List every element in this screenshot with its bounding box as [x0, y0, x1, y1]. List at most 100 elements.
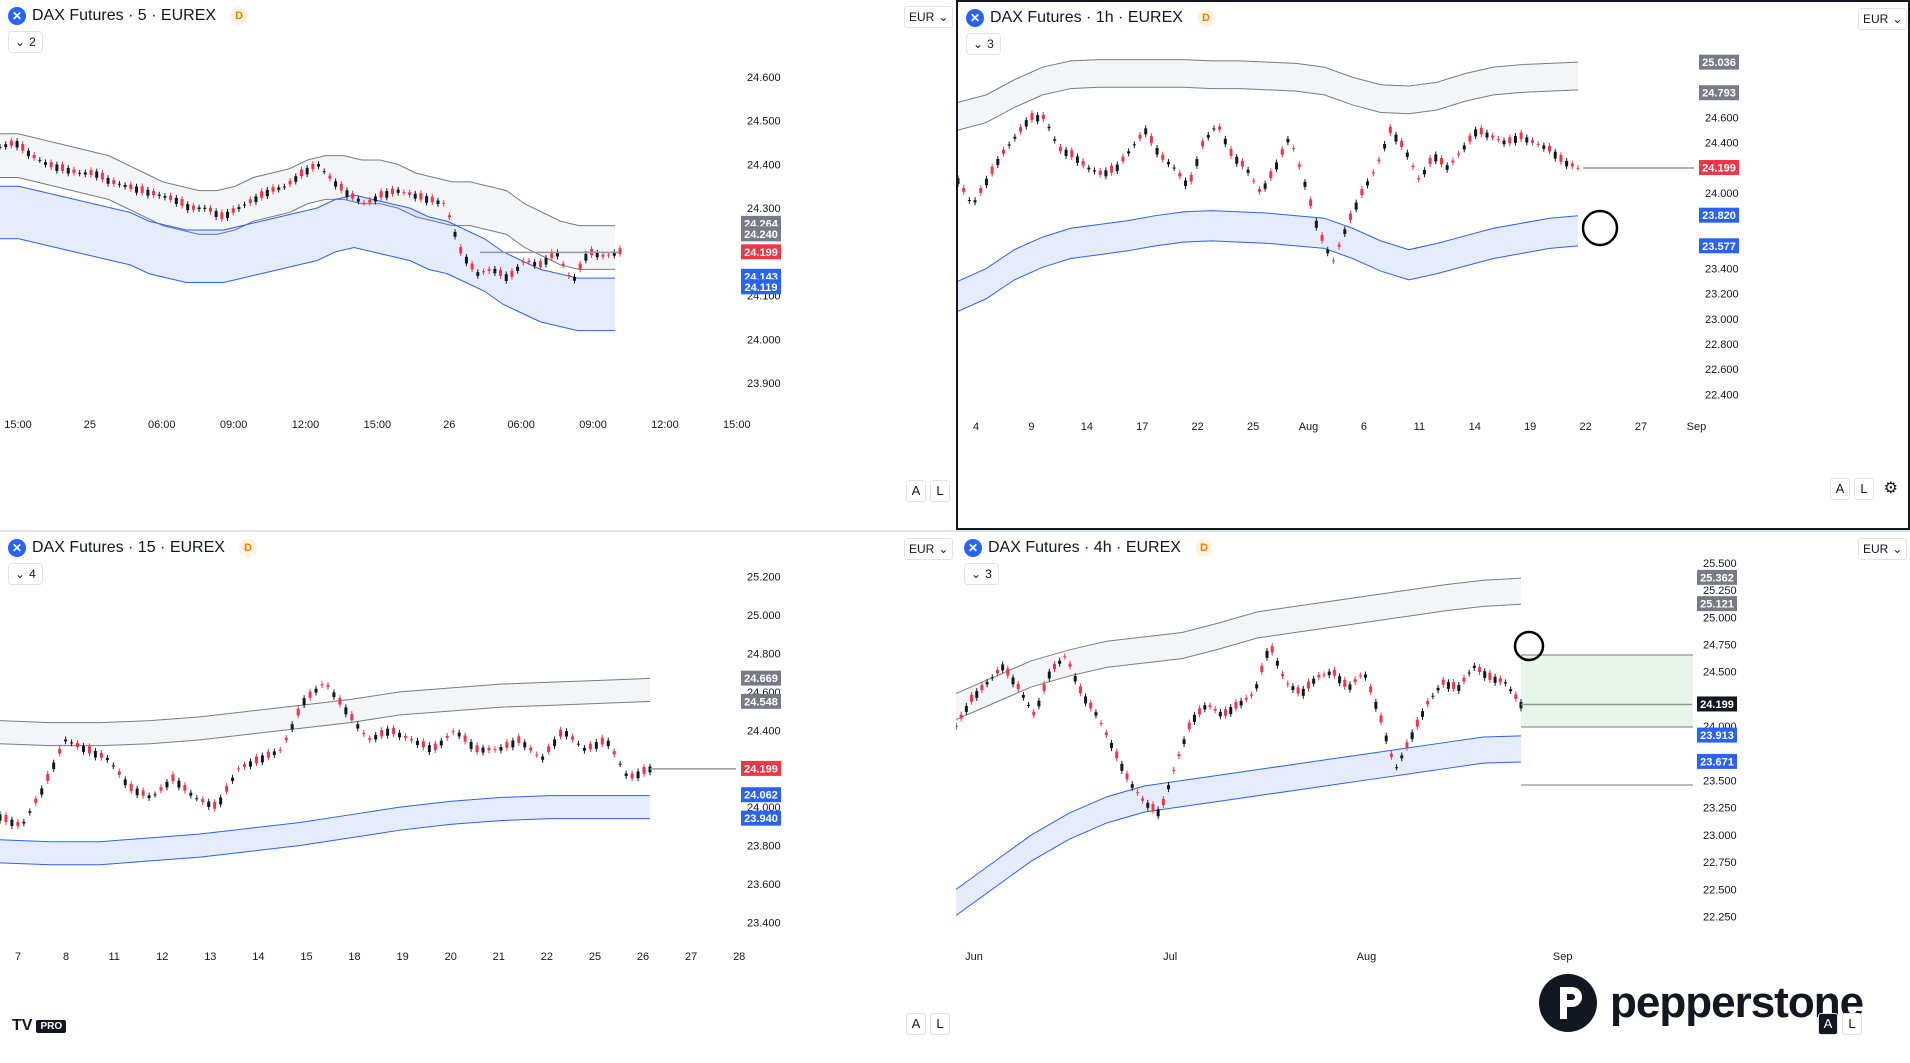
data-status-badge[interactable]: D — [238, 539, 257, 557]
indicator-collapse-button[interactable]: ⌄ 2 — [8, 31, 43, 53]
price-candle — [368, 199, 372, 203]
indicator-collapse-button[interactable]: ⌄ 3 — [964, 563, 999, 585]
price-candle — [1565, 160, 1569, 167]
price-tag-label: 24.548 — [744, 696, 778, 708]
price-candle — [1144, 128, 1148, 135]
price-candle — [1457, 684, 1461, 691]
upper-band-line — [0, 133, 615, 227]
price-candle — [183, 785, 187, 791]
upper-band-line — [0, 177, 615, 270]
data-status-badge[interactable]: D — [1196, 9, 1215, 27]
price-tag-label: 24.119 — [744, 282, 777, 294]
chart-panel-15m[interactable]: 25.200 25.000 24.800 24.600 24.400 24.000 23.8… — [0, 532, 956, 1063]
price-candle — [28, 811, 32, 813]
auto-scale-button[interactable]: A — [906, 480, 926, 502]
currency-button[interactable]: EUR ⌄ — [1858, 538, 1908, 560]
x-tick-label: 15:00 — [364, 419, 392, 431]
x-tick-label: 4 — [973, 421, 979, 433]
log-scale-button[interactable]: L — [930, 480, 950, 502]
symbol-legend[interactable]: ✕ DAX Futures · 1h · EUREX D — [966, 9, 1215, 27]
upper-band-fill — [0, 678, 650, 746]
price-candle — [1007, 144, 1011, 146]
symbol-legend[interactable]: ✕ DAX Futures · 15 · EUREX D — [8, 539, 257, 557]
chevron-down-icon: ⌄ — [971, 567, 982, 581]
price-candle — [290, 724, 294, 730]
chart-panel-1h[interactable]: 24.600 24.400 24.000 23.400 23.200 23.000 22.8… — [956, 0, 1910, 530]
x-tick-label: 21 — [493, 951, 505, 963]
x-tick-label: 12:00 — [292, 419, 320, 431]
price-candle — [1451, 160, 1455, 163]
auto-scale-button[interactable]: A — [1830, 478, 1850, 500]
price-candle — [311, 164, 315, 170]
price-candle — [1089, 702, 1093, 709]
indicator-collapse-button[interactable]: ⌄ 4 — [8, 563, 43, 585]
price-tag — [1699, 207, 1739, 223]
price-candle — [404, 736, 408, 738]
y-tick-label: 24.400 — [747, 159, 781, 171]
chart-panel-4h[interactable]: 25.500 25.250 25.000 24.750 24.500 24.000 23.5… — [956, 532, 1910, 1063]
price-candle — [1467, 672, 1471, 674]
lower-band-line — [958, 240, 1579, 312]
price-candle — [565, 731, 569, 737]
price-candle — [1240, 160, 1244, 167]
x-tick-label: Sep — [1687, 421, 1707, 433]
price-candle — [624, 773, 628, 777]
symbol-legend[interactable]: ✕ DAX Futures · 4h · EUREX D — [964, 539, 1213, 557]
chart-5m-canvas[interactable]: 24.60024.50024.40024.30024.10024.00023.9… — [0, 0, 956, 530]
panel-divider-horizontal[interactable] — [0, 530, 1910, 532]
chevron-down-icon: ⌄ — [15, 35, 26, 49]
currency-button[interactable]: EUR ⌄ — [904, 6, 954, 28]
price-candle — [1337, 244, 1341, 247]
price-candle — [1032, 711, 1036, 716]
symbol-title: DAX Futures · 5 · EUREX — [32, 7, 217, 24]
x-tick-label: 8 — [63, 951, 69, 963]
price-candle — [1303, 181, 1307, 187]
x-tick-label: Sep — [1553, 951, 1573, 963]
price-candle — [1496, 138, 1500, 140]
price-candle — [1280, 148, 1284, 155]
price-candle — [1149, 136, 1153, 144]
upper-band-line — [958, 59, 1579, 103]
symbol-title: DAX Futures · 15 · EUREX — [32, 539, 225, 556]
price-candle — [979, 188, 983, 193]
auto-scale-button[interactable]: A — [906, 1013, 926, 1035]
chart-4h-canvas[interactable]: 25.50025.25025.00024.75024.50024.00023.5… — [956, 532, 1910, 1063]
price-candle — [1036, 115, 1040, 122]
price-candle — [1006, 668, 1010, 676]
settings-gear-icon[interactable]: ⚙ — [1883, 480, 1898, 497]
currency-button[interactable]: EUR ⌄ — [1858, 8, 1908, 30]
price-candle — [374, 734, 378, 740]
price-candle — [189, 792, 193, 796]
price-tag-label: 24.240 — [744, 229, 778, 241]
data-status-badge[interactable]: D — [230, 7, 249, 25]
price-candle — [4, 815, 8, 823]
data-status-badge[interactable]: D — [1194, 539, 1213, 557]
price-candle — [1084, 696, 1088, 704]
y-tick-label: 25.200 — [747, 572, 781, 584]
price-candle — [174, 197, 178, 204]
upper-band-line — [0, 700, 651, 747]
price-candle — [1286, 138, 1290, 143]
price-candle — [344, 707, 348, 715]
chart-1h-canvas[interactable]: 24.600 24.400 24.000 23.400 23.200 23.000 22.8… — [958, 2, 1908, 528]
price-candle — [550, 251, 554, 259]
price-candle — [433, 743, 437, 751]
price-candle — [510, 270, 514, 277]
price-candle — [1343, 229, 1347, 235]
log-scale-button[interactable]: L — [1842, 1013, 1862, 1035]
log-scale-button[interactable]: L — [930, 1013, 950, 1035]
price-candle — [328, 175, 332, 179]
indicator-collapse-button[interactable]: ⌄ 3 — [966, 33, 1001, 55]
chart-15m-canvas[interactable]: 25.20025.00024.80024.60024.40024.00023.8… — [0, 532, 956, 1063]
log-scale-button[interactable]: L — [1854, 478, 1874, 500]
symbol-title: DAX Futures · 1h · EUREX — [990, 9, 1183, 26]
chart-panel-5m[interactable]: 24.600 24.500 24.400 24.300 24.100 24.000 23.9… — [0, 0, 956, 530]
auto-scale-button[interactable]: A — [1818, 1013, 1838, 1035]
price-candle — [272, 751, 276, 755]
price-candle — [278, 749, 282, 751]
price-tag — [1697, 753, 1737, 769]
x-tick-label: 22 — [1192, 421, 1204, 433]
price-candle — [0, 814, 2, 821]
currency-button[interactable]: EUR ⌄ — [904, 538, 954, 560]
symbol-legend[interactable]: ✕ DAX Futures · 5 · EUREX D — [8, 7, 249, 25]
